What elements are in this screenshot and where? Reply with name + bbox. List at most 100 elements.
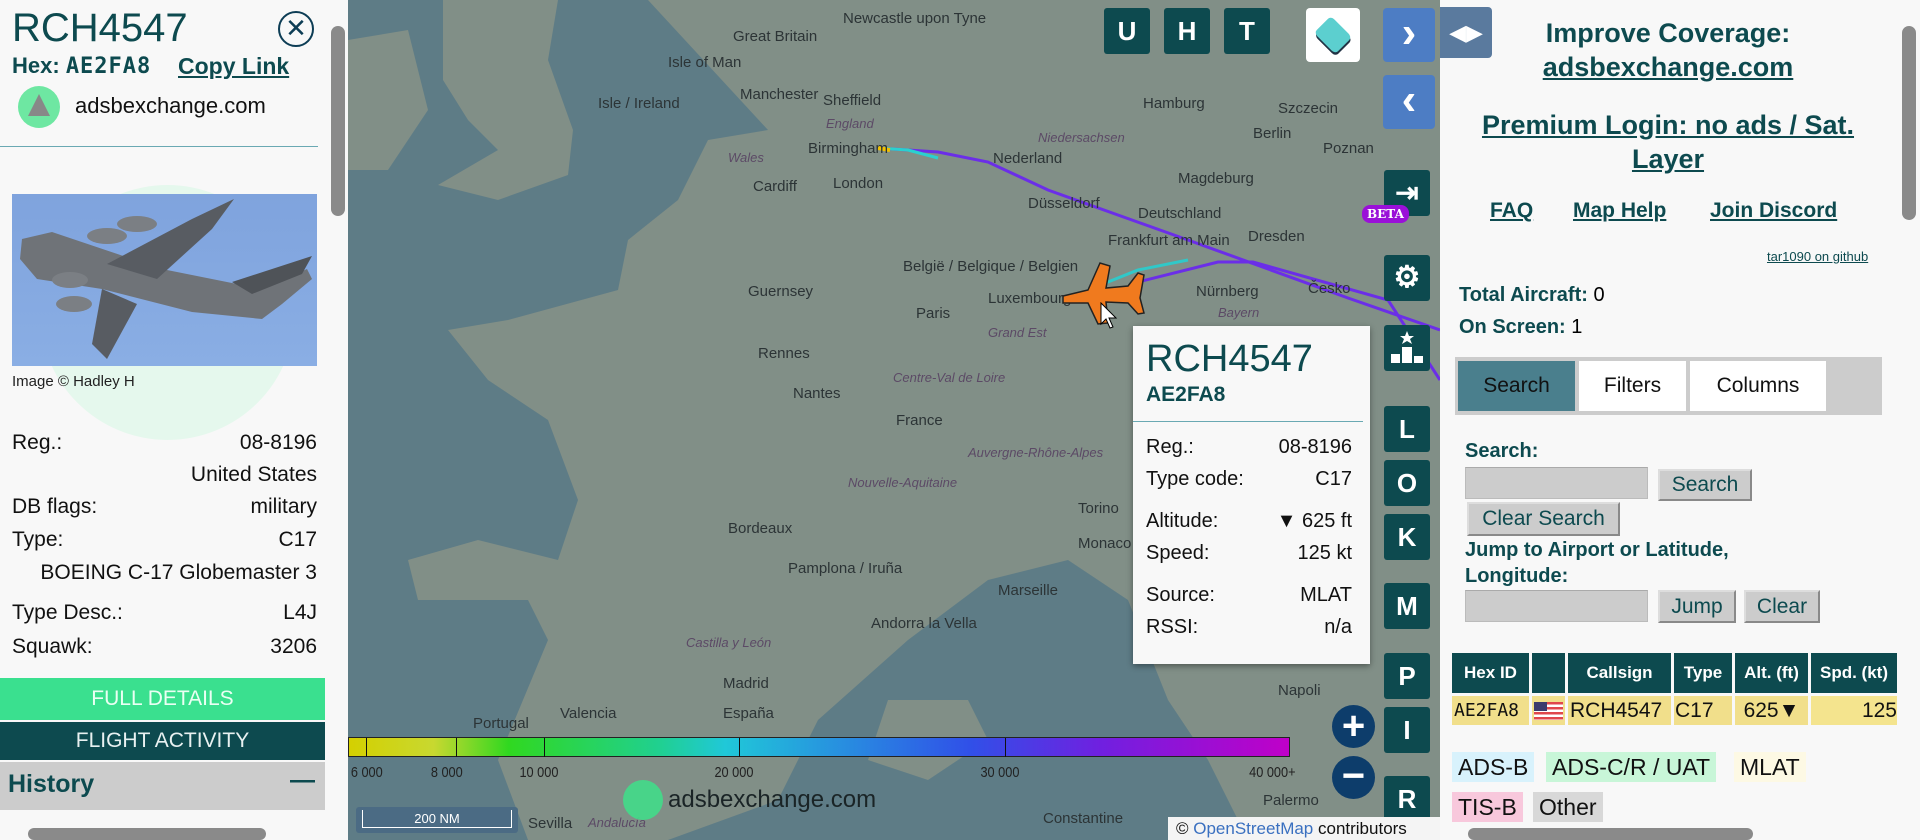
leaderboard-icon[interactable] <box>1384 325 1430 371</box>
map-place-label: Sevilla <box>528 815 573 832</box>
altitude-tick-label: 40 000+ <box>1249 764 1296 781</box>
legend-mlat: MLAT <box>1734 752 1806 782</box>
close-icon[interactable]: ✕ <box>278 11 314 47</box>
map-button-t[interactable]: T <box>1224 8 1270 54</box>
search-input[interactable] <box>1465 467 1648 499</box>
map-place-label: Szczecin <box>1278 100 1339 117</box>
map-place-label: Bordeaux <box>728 520 793 537</box>
attribution-suffix: contributors <box>1313 819 1407 838</box>
chevron-left-icon[interactable]: ‹ <box>1383 75 1435 129</box>
clear-button[interactable]: Clear <box>1744 590 1820 623</box>
map-button-i[interactable]: I <box>1384 707 1430 753</box>
column-hex-id[interactable]: Hex ID <box>1452 653 1529 693</box>
watermark-logo-icon <box>623 780 663 820</box>
map-place-label: Birmingham <box>808 140 889 157</box>
chevron-right-icon[interactable]: › <box>1383 8 1435 62</box>
detail-value: BOEING C-17 Globemaster 3 <box>40 561 317 584</box>
map-place-label: Napoli <box>1278 682 1321 699</box>
map-button-m[interactable]: M <box>1384 583 1430 629</box>
popup-label: Type code: <box>1146 468 1244 490</box>
flight-track <box>877 146 1440 332</box>
search-button[interactable]: Search <box>1658 469 1752 501</box>
cell-callsign: RCH4547 <box>1568 696 1671 725</box>
map-place-label: Düsseldorf <box>1028 195 1100 212</box>
copy-link[interactable]: Copy Link <box>178 53 290 79</box>
source-site: adsbexchange.com <box>75 93 266 118</box>
aircraft-icon[interactable] <box>1058 258 1148 328</box>
collapse-icon[interactable]: — <box>290 766 315 794</box>
total-label: Total Aircraft: <box>1459 284 1588 306</box>
map-place-label: Monaco <box>1078 535 1132 552</box>
tab-columns[interactable]: Columns <box>1690 361 1826 411</box>
tab-bar: Search Filters Columns <box>1455 357 1882 415</box>
jump-label: Jump to Airport or Latitude, Longitude: <box>1465 539 1729 587</box>
map-button-h[interactable]: H <box>1164 8 1210 54</box>
map-button-u[interactable]: U <box>1104 8 1150 54</box>
detail-value: United States <box>190 463 317 486</box>
map-button-p[interactable]: P <box>1384 653 1430 699</box>
map-button-k[interactable]: K <box>1384 514 1430 560</box>
zoom-in-button[interactable]: + <box>1332 705 1375 748</box>
map-button-l[interactable]: L <box>1384 406 1430 452</box>
full-details-button[interactable]: FULL DETAILS <box>0 678 325 720</box>
column-callsign[interactable]: Callsign <box>1568 653 1671 693</box>
map-place-label: Bayern <box>1218 305 1260 320</box>
layers-button[interactable] <box>1306 8 1360 62</box>
improve-coverage-heading: Improve Coverage: <box>1545 18 1791 48</box>
popup-value: 125 kt <box>1297 542 1352 564</box>
aircraft-photo[interactable] <box>12 194 317 366</box>
map-place-label: Deutschland <box>1138 205 1222 222</box>
map-place-label: Poznan <box>1323 140 1374 157</box>
openstreetmap-link[interactable]: OpenStreetMap <box>1193 819 1314 838</box>
legend-tisb: TIS-B <box>1452 792 1523 822</box>
aircraft-list-panel: ◀▶ Improve Coverage: adsbexchange.com Pr… <box>1440 0 1920 840</box>
horizontal-scrollbar[interactable] <box>28 828 266 840</box>
on-screen-value: 1 <box>1571 316 1583 338</box>
map-place-label: Manchester <box>740 86 819 103</box>
map-place-label: Grand Est <box>988 325 1047 340</box>
history-section-header[interactable]: History — <box>0 762 325 810</box>
adsbexchange-link[interactable]: adsbexchange.com <box>1542 52 1794 82</box>
altitude-tick <box>544 738 545 757</box>
map-place-label: Castilla y León <box>686 635 772 650</box>
faq-link[interactable]: FAQ <box>1490 199 1534 222</box>
detail-row: BOEING C-17 Globemaster 3 <box>12 561 317 585</box>
map-button-r[interactable]: R <box>1384 776 1430 822</box>
map-button-o[interactable]: O <box>1384 460 1430 506</box>
on-screen-label: On Screen: <box>1459 316 1566 338</box>
divider <box>1133 421 1363 422</box>
horizontal-scrollbar[interactable] <box>1468 828 1753 840</box>
join-discord-link[interactable]: Join Discord <box>1710 199 1838 222</box>
map-place-label: Cardiff <box>753 178 797 195</box>
jump-input[interactable] <box>1465 590 1648 622</box>
map-attribution: © OpenStreetMap contributors <box>1168 817 1440 840</box>
map-place-label: Centre-Val de Loire <box>893 370 1006 385</box>
vertical-scrollbar[interactable] <box>1902 26 1916 220</box>
zoom-out-button[interactable]: − <box>1332 756 1375 799</box>
on-screen: On Screen: 1 <box>1459 316 1582 339</box>
map-place-label: Andalucía <box>588 815 646 830</box>
altitude-tick-label: 6 000 <box>350 764 383 781</box>
popup-label: RSSI: <box>1146 616 1199 638</box>
column-type[interactable]: Type <box>1674 653 1732 693</box>
column-altitude[interactable]: Alt. (ft) <box>1735 653 1808 693</box>
clear-search-button[interactable]: Clear Search <box>1467 502 1620 536</box>
panel-toggle-icon[interactable]: ◀▶ <box>1440 7 1492 58</box>
tab-filters[interactable]: Filters <box>1579 361 1686 411</box>
jump-button[interactable]: Jump <box>1658 590 1736 623</box>
tab-search[interactable]: Search <box>1458 361 1575 411</box>
mouse-cursor-icon <box>1100 302 1118 329</box>
vertical-scrollbar[interactable] <box>331 26 345 216</box>
github-link[interactable]: tar1090 on github <box>1767 249 1869 264</box>
flight-activity-button[interactable]: FLIGHT ACTIVITY <box>0 722 325 760</box>
total-value: 0 <box>1593 284 1605 306</box>
gear-icon[interactable]: ⚙ <box>1384 255 1430 301</box>
popup-label: Source: <box>1146 584 1215 606</box>
popup-value: n/a <box>1324 616 1352 638</box>
column-speed[interactable]: Spd. (kt) <box>1811 653 1897 693</box>
map-help-link[interactable]: Map Help <box>1573 199 1667 222</box>
column-flag[interactable] <box>1532 653 1565 693</box>
aircraft-detail-panel: RCH4547 ✕ Hex: AE2FA8 Copy Link adsbexch… <box>0 0 348 840</box>
map-place-label: Nantes <box>793 385 841 402</box>
premium-login-link[interactable]: Premium Login: no ads / Sat. Layer <box>1481 110 1855 174</box>
